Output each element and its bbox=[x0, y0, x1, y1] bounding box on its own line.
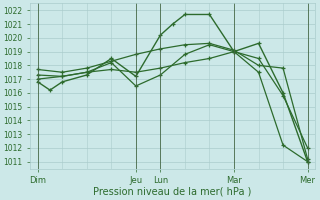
X-axis label: Pression niveau de la mer( hPa ): Pression niveau de la mer( hPa ) bbox=[93, 187, 252, 197]
